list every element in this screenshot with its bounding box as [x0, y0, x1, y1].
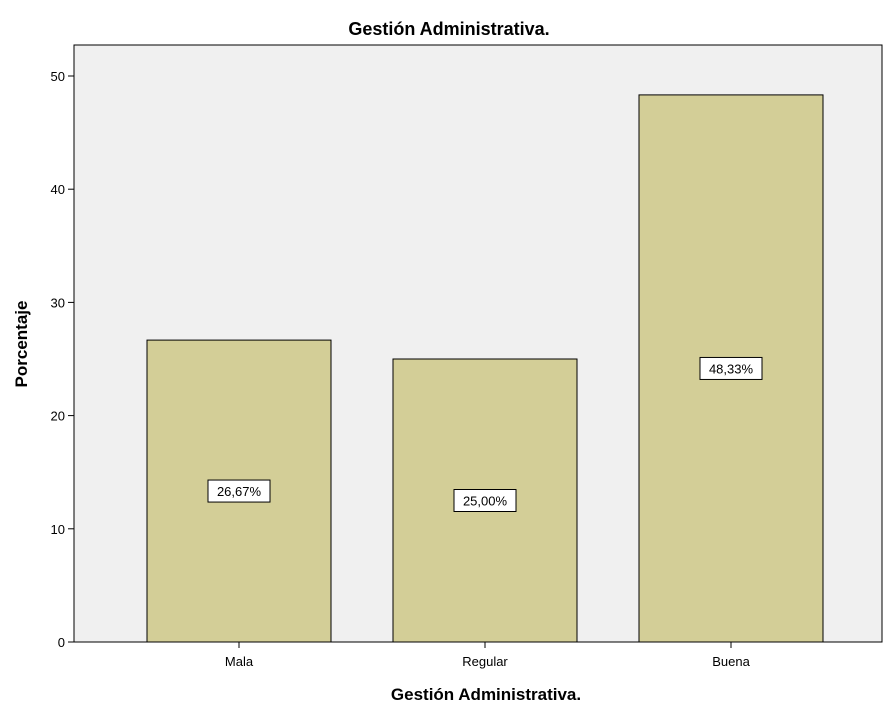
x-tick-label: Mala — [225, 654, 254, 669]
data-label: 25,00% — [463, 494, 508, 509]
chart-title: Gestión Administrativa. — [348, 19, 549, 39]
data-label: 26,67% — [217, 484, 262, 499]
x-tick-label: Regular — [462, 654, 508, 669]
y-axis: 0 10 20 30 40 50 — [51, 69, 74, 650]
data-label-box — [699, 356, 763, 380]
data-label: 48,33% — [709, 361, 754, 376]
y-axis-title: Porcentaje — [12, 301, 31, 388]
data-label-box — [453, 489, 517, 512]
y-tick-label: 20 — [51, 409, 65, 424]
y-tick-label: 10 — [51, 522, 65, 537]
x-axis-title: Gestión Administrativa. — [391, 685, 581, 704]
y-tick-label: 30 — [51, 295, 65, 310]
y-tick-label: 40 — [51, 182, 65, 197]
x-tick-label: Buena — [712, 654, 750, 669]
x-axis: Mala Regular Buena — [225, 642, 751, 669]
data-label-box — [207, 479, 271, 503]
bars-group: 26,67% 25,00% 48,33% — [146, 94, 824, 643]
y-tick-label: 50 — [51, 69, 65, 84]
y-tick-label: 0 — [58, 635, 65, 650]
